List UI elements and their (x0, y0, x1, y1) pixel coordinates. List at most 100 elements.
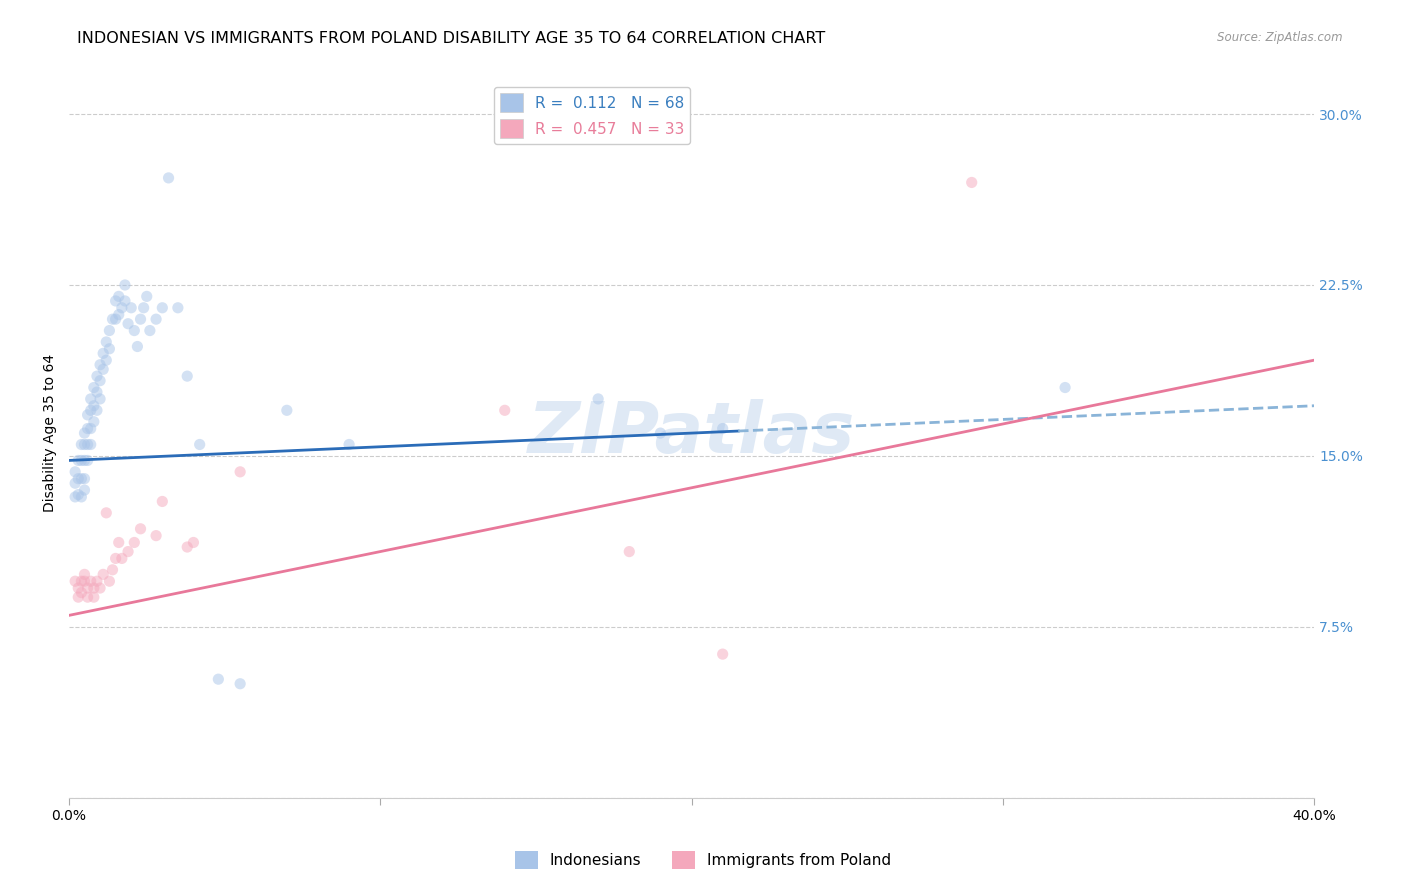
Point (67, 472, 90, 486)
Point (586, 392, 609, 406)
Point (104, 312, 127, 326)
Point (229, 465, 252, 479)
Point (73, 426, 96, 441)
Point (111, 301, 134, 315)
Point (337, 437, 360, 451)
Point (70, 490, 93, 504)
Point (91, 362, 114, 376)
Text: Source: ZipAtlas.com: Source: ZipAtlas.com (1218, 31, 1343, 45)
Point (104, 293, 127, 308)
Point (80, 437, 103, 451)
Point (229, 677, 252, 691)
Point (107, 289, 129, 303)
Point (98, 324, 121, 338)
Point (67, 488, 90, 502)
Point (89, 374, 111, 388)
Point (145, 528, 167, 542)
Point (120, 301, 142, 315)
Point (176, 540, 198, 554)
Point (76, 590, 98, 604)
Point (80, 403, 103, 417)
Point (101, 312, 124, 326)
Point (73, 567, 96, 582)
Point (80, 574, 103, 589)
Point (98, 574, 121, 589)
Point (127, 339, 149, 353)
Point (104, 551, 127, 566)
Point (124, 535, 146, 549)
Point (83, 415, 105, 429)
Point (96, 506, 118, 520)
Point (76, 437, 98, 451)
Point (150, 494, 173, 508)
Point (89, 392, 111, 406)
Point (70, 585, 93, 599)
Point (619, 544, 641, 558)
Point (80, 421, 103, 435)
Point (150, 301, 173, 315)
Point (70, 453, 93, 467)
Point (207, 672, 229, 686)
Point (86, 403, 108, 417)
Point (145, 312, 167, 326)
Point (76, 453, 98, 467)
Point (67, 590, 90, 604)
Point (91, 567, 114, 582)
Point (70, 472, 93, 486)
Point (183, 535, 205, 549)
Point (188, 437, 211, 451)
Point (117, 544, 139, 558)
Point (86, 369, 108, 384)
Point (83, 590, 105, 604)
Point (86, 385, 108, 400)
Point (96, 353, 118, 368)
Text: ZIPatlas: ZIPatlas (527, 399, 855, 467)
Point (139, 324, 162, 338)
Point (176, 369, 198, 384)
Point (76, 581, 98, 595)
Point (960, 176, 983, 190)
Point (73, 437, 96, 451)
Point (91, 346, 114, 360)
Point (1054, 380, 1077, 394)
Point (76, 421, 98, 435)
Point (157, 170, 180, 185)
Point (117, 317, 139, 331)
Point (135, 289, 157, 303)
Point (650, 426, 672, 441)
Point (73, 574, 96, 589)
Point (124, 324, 146, 338)
Point (101, 563, 124, 577)
Point (63, 465, 86, 479)
Legend: R =  0.112   N = 68, R =  0.457   N = 33: R = 0.112 N = 68, R = 0.457 N = 33 (494, 87, 690, 145)
Point (711, 647, 734, 661)
Point (129, 522, 152, 536)
Point (167, 301, 190, 315)
Point (98, 342, 121, 356)
Point (67, 581, 90, 595)
Point (83, 380, 105, 394)
Point (494, 403, 516, 417)
Point (129, 312, 152, 326)
Point (711, 421, 734, 435)
Point (73, 483, 96, 497)
Point (73, 472, 96, 486)
Point (132, 301, 155, 315)
Point (111, 551, 134, 566)
Point (83, 581, 105, 595)
Point (86, 574, 108, 589)
Point (276, 403, 298, 417)
Point (63, 476, 86, 491)
Point (114, 293, 136, 308)
Point (107, 535, 129, 549)
Point (70, 574, 93, 589)
Point (89, 358, 111, 372)
Point (114, 277, 136, 292)
Point (67, 453, 90, 467)
Point (73, 453, 96, 467)
Point (80, 392, 103, 406)
Point (76, 408, 98, 422)
Point (63, 490, 86, 504)
Point (63, 574, 86, 589)
Point (107, 308, 129, 322)
